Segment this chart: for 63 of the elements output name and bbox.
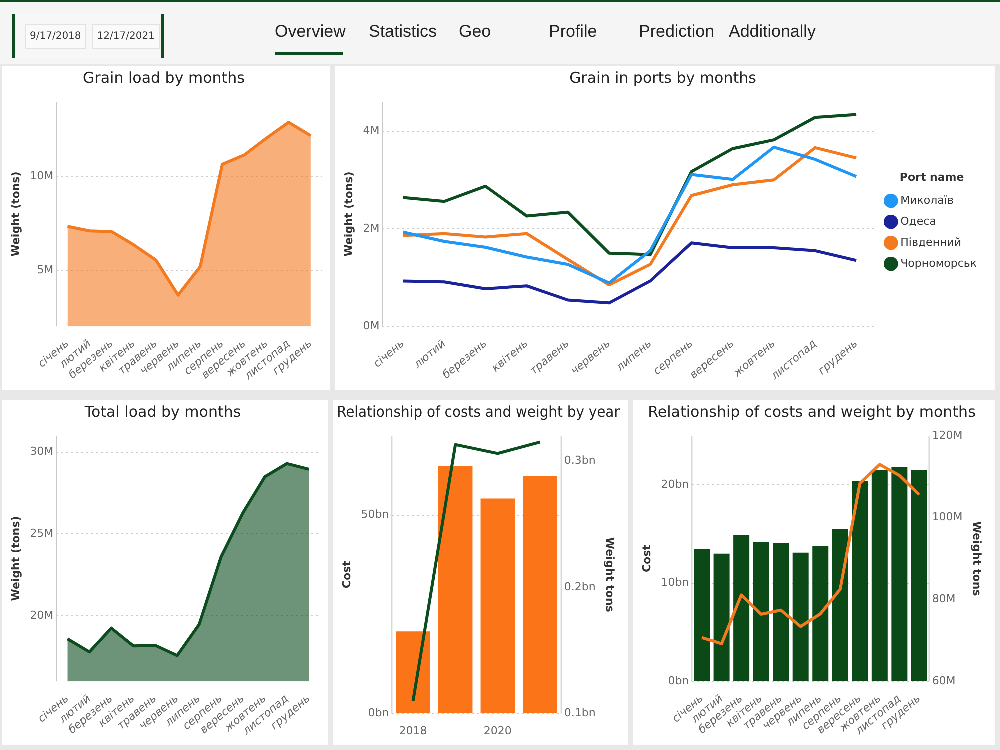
legend-label: Миколаїв [900, 194, 954, 207]
bar [438, 466, 473, 714]
bar [911, 470, 928, 682]
bar [773, 543, 790, 682]
bar [792, 552, 809, 682]
y-tick-label: 0bn [368, 706, 390, 720]
y2-axis-title: Weight tons [970, 521, 984, 597]
legend-label: Чорноморськ [900, 256, 978, 270]
text: Prediction [639, 22, 715, 41]
y-axis-title: Weight (tons) [9, 516, 22, 602]
legend-title: Port name [900, 170, 964, 184]
legend-label: Одеса [900, 214, 936, 228]
bar [480, 498, 516, 714]
bar [396, 632, 430, 714]
y-axis-title: Weight (tons) [9, 172, 22, 257]
y-tick-label: 4M [363, 124, 380, 138]
text: 9/17/2018 [25, 24, 86, 48]
text: Overview [275, 22, 346, 41]
y2-tick-label: 0.3bn [564, 454, 596, 468]
chart-title: Relationship of costs and weight by months [648, 402, 976, 421]
y2-tick-label: 0.1bn [564, 706, 596, 720]
y-tick-label: 20M [30, 608, 54, 622]
legend-label: Південний [900, 236, 962, 249]
x-tick-label: 2020 [484, 724, 512, 738]
y-tick-label: 2M [363, 222, 380, 235]
y-axis-title: Weight (tons) [342, 172, 356, 257]
bar [734, 535, 750, 682]
y-tick-label: 30M [30, 445, 54, 458]
y2-tick-label: 0.2bn [564, 580, 596, 594]
y-tick-label: 10bn [661, 576, 690, 590]
text: 12/17/2021 [92, 24, 160, 48]
bar [812, 546, 829, 682]
y-tick-label: 0bn [668, 674, 690, 688]
y-tick-label: 10M [30, 170, 54, 183]
text: Geo [459, 22, 492, 41]
text: Statistics [369, 22, 438, 41]
chart-title: Grain in ports by months [570, 68, 757, 87]
bar [753, 542, 770, 682]
y2-tick-label: 100M [932, 510, 963, 524]
bar [714, 554, 730, 682]
bar [872, 470, 888, 682]
y-tick-label: 50bn [361, 508, 390, 522]
y2-tick-label: 120M [932, 428, 963, 442]
bar [523, 476, 558, 714]
y-tick-label: 0M [363, 319, 380, 332]
bar [852, 481, 868, 682]
bar [832, 529, 848, 682]
y2-tick-label: 60M [932, 674, 956, 688]
y-axis-title: Cost [640, 545, 654, 573]
x-tick-label: 2018 [399, 724, 428, 738]
chart-title: Total load by months [84, 402, 242, 421]
bar [892, 467, 908, 682]
y2-axis-title: Weight tons [604, 537, 617, 613]
text: Additionally [729, 22, 816, 41]
y-tick-label: 25M [30, 527, 54, 540]
y-tick-label: 5M [37, 263, 54, 276]
y-tick-label: 20bn [661, 478, 690, 491]
chart-title: Grain load by months [83, 68, 246, 87]
chart-title: Relationship of costs and weight by year [337, 404, 620, 422]
y2-tick-label: 80M [932, 592, 956, 606]
bar [694, 548, 710, 682]
text: Profile [549, 22, 598, 41]
y-axis-title: Cost [340, 561, 354, 589]
